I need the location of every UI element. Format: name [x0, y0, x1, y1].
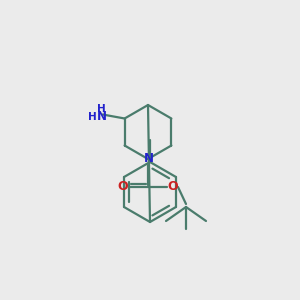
Text: O: O: [118, 179, 128, 193]
Text: H: H: [97, 103, 106, 113]
Text: N: N: [144, 152, 154, 166]
Text: O: O: [168, 179, 178, 193]
Text: N: N: [97, 110, 106, 123]
Text: H: H: [88, 112, 97, 122]
